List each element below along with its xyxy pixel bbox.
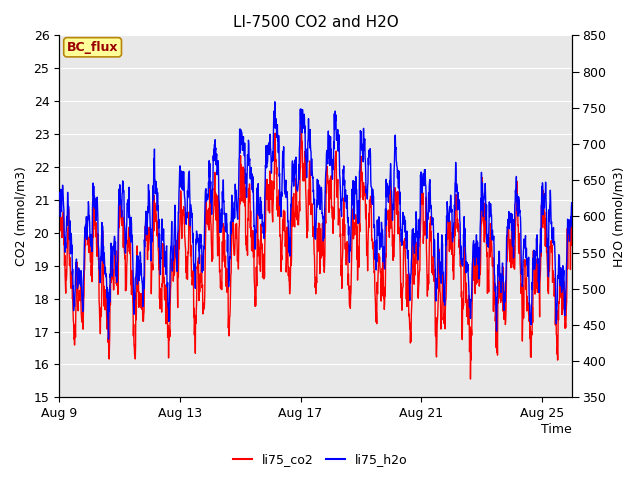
Text: Time: Time [541,423,572,436]
Legend: li75_co2, li75_h2o: li75_co2, li75_h2o [228,448,412,471]
Text: BC_flux: BC_flux [67,41,118,54]
Y-axis label: H2O (mmol/m3): H2O (mmol/m3) [612,166,625,266]
Y-axis label: CO2 (mmol/m3): CO2 (mmol/m3) [15,167,28,266]
Title: LI-7500 CO2 and H2O: LI-7500 CO2 and H2O [233,15,399,30]
